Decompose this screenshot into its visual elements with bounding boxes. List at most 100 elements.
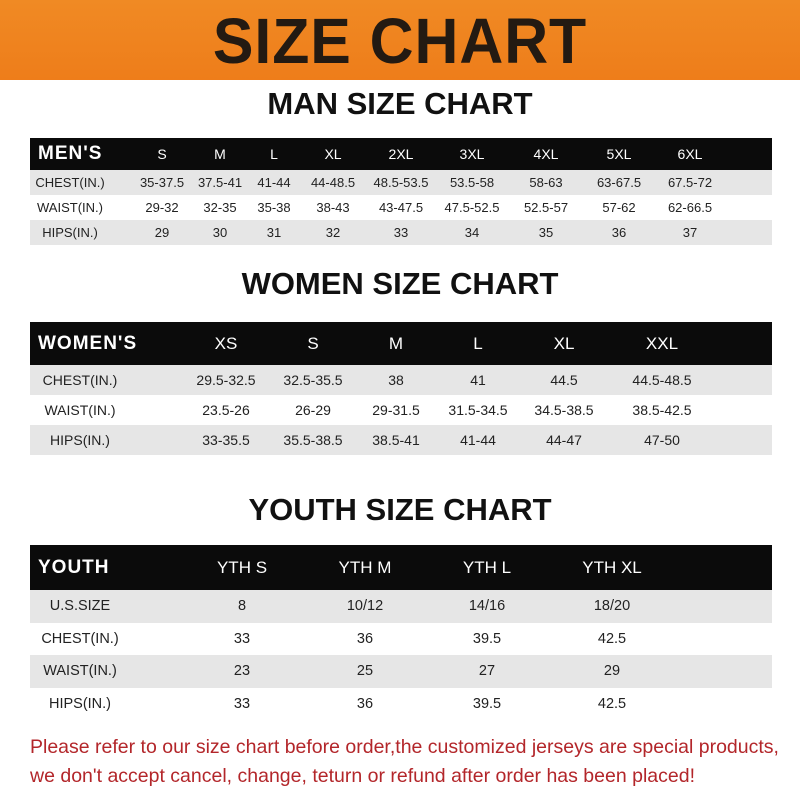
measurement-value: 29-31.5 bbox=[372, 402, 420, 418]
measurement-value: 67.5-72 bbox=[667, 175, 713, 190]
measurement-value: 44.5-48.5 bbox=[632, 372, 692, 388]
measurement-value: 29 bbox=[603, 663, 621, 680]
measurement-label: CHEST(IN.) bbox=[41, 630, 119, 647]
measurement-value: 26-29 bbox=[295, 402, 331, 418]
measurement-value: 47-50 bbox=[644, 432, 680, 448]
size-header: YTH M bbox=[338, 557, 392, 577]
measurement-value: 29-32 bbox=[145, 200, 179, 215]
order-notice: Please refer to our size chart before or… bbox=[30, 733, 790, 791]
measurement-value: 39.5 bbox=[472, 695, 502, 712]
women-size-table: WOMEN'S XS S M L XL XXL CHEST(IN.) 29.5-32.5 32.5… bbox=[30, 322, 772, 455]
men-section-title: MAN SIZE CHART bbox=[267, 86, 533, 121]
measurement-value: 43-47.5 bbox=[378, 200, 424, 215]
measurement-value: 37 bbox=[682, 225, 698, 240]
measurement-value: 42.5 bbox=[597, 630, 627, 647]
men-size-table: MEN'S S M L XL 2XL 3XL 4XL 5XL 6XL CHEST(IN.) 35-37… bbox=[30, 138, 772, 245]
notice-line-1: Please refer to our size chart before or… bbox=[30, 736, 779, 758]
measurement-value: 33 bbox=[233, 695, 251, 712]
measurement-value: 44-47 bbox=[546, 432, 582, 448]
size-header: YTH XL bbox=[582, 557, 642, 577]
measurement-label: U.S.SIZE bbox=[49, 598, 111, 615]
measurement-value: 63-67.5 bbox=[596, 175, 642, 190]
measurement-value: 44-48.5 bbox=[310, 175, 356, 190]
table-row: HIPS(IN.) 33-35.5 35.5-38.5 38.5-41 41-44 44-… bbox=[30, 425, 772, 455]
measurement-value: 30 bbox=[212, 225, 228, 240]
measurement-value: 58-63 bbox=[529, 175, 563, 190]
table-row: HIPS(IN.) 33 36 39.5 42.5 bbox=[30, 687, 772, 720]
size-header: XXL bbox=[645, 333, 679, 353]
measurement-value: 23.5-26 bbox=[202, 402, 250, 418]
size-header: XS bbox=[214, 333, 238, 353]
table-row: WAIST(IN.) 29-32 32-35 35-38 38-43 43-47.5 47.… bbox=[30, 195, 772, 220]
measurement-value: 52.5-57 bbox=[523, 200, 569, 215]
table-row: U.S.SIZE 8 10/12 14/16 18/20 bbox=[30, 590, 772, 623]
measurement-label: HIPS(IN.) bbox=[50, 432, 110, 448]
women-table-label: WOMEN'S bbox=[38, 332, 138, 354]
measurement-value: 31.5-34.5 bbox=[448, 402, 508, 418]
measurement-value: 38-43 bbox=[316, 200, 350, 215]
measurement-value: 35-37.5 bbox=[139, 175, 185, 190]
page-title: SIZE CHART bbox=[212, 5, 588, 77]
measurement-value: 18/20 bbox=[593, 598, 631, 615]
size-header: S bbox=[307, 333, 319, 353]
measurement-value: 14/16 bbox=[468, 598, 506, 615]
measurement-label: WAIST(IN.) bbox=[37, 200, 103, 215]
measurement-value: 41 bbox=[470, 372, 486, 388]
measurement-value: 10/12 bbox=[346, 598, 384, 615]
measurement-value: 35.5-38.5 bbox=[283, 432, 343, 448]
measurement-value: 23 bbox=[233, 663, 251, 680]
measurement-label: CHEST(IN.) bbox=[42, 372, 118, 388]
measurement-label: HIPS(IN.) bbox=[48, 695, 112, 712]
size-header: 2XL bbox=[388, 146, 414, 162]
size-header: XL bbox=[553, 333, 575, 353]
table-row: CHEST(IN.) 33 36 39.5 42.5 bbox=[30, 622, 772, 655]
size-header: YTH L bbox=[462, 557, 512, 577]
measurement-value: 33-35.5 bbox=[202, 432, 250, 448]
table-row: HIPS(IN.) 29 30 31 32 33 34 35 36 37 bbox=[30, 220, 772, 245]
size-header: 3XL bbox=[459, 146, 485, 162]
measurement-value: 31 bbox=[266, 225, 282, 240]
table-row: WAIST(IN.) 23.5-26 26-29 29-31.5 31.5-34.5 34… bbox=[30, 395, 772, 425]
measurement-label: HIPS(IN.) bbox=[42, 225, 98, 240]
measurement-value: 34 bbox=[464, 225, 480, 240]
title-banner: SIZE CHART bbox=[0, 0, 800, 80]
measurement-value: 48.5-53.5 bbox=[373, 175, 429, 190]
measurement-value: 35-38 bbox=[257, 200, 291, 215]
measurement-value: 36 bbox=[356, 695, 374, 712]
measurement-value: 27 bbox=[478, 663, 496, 680]
size-header: L bbox=[270, 146, 278, 162]
women-header-row: WOMEN'S XS S M L XL XXL bbox=[30, 322, 772, 365]
measurement-value: 38 bbox=[388, 372, 404, 388]
youth-header-row: YOUTH YTH S YTH M YTH L YTH XL bbox=[30, 545, 772, 590]
youth-section-title: YOUTH SIZE CHART bbox=[248, 492, 552, 527]
measurement-value: 53.5-58 bbox=[449, 175, 495, 190]
measurement-value: 36 bbox=[356, 630, 374, 647]
measurement-value: 41-44 bbox=[460, 432, 496, 448]
measurement-value: 33 bbox=[393, 225, 409, 240]
measurement-value: 32-35 bbox=[203, 200, 237, 215]
measurement-label: CHEST(IN.) bbox=[35, 175, 105, 190]
size-header: XL bbox=[324, 146, 342, 162]
men-header-row: MEN'S S M L XL 2XL 3XL 4XL 5XL 6XL bbox=[30, 138, 772, 170]
size-header: L bbox=[473, 333, 483, 353]
measurement-value: 42.5 bbox=[597, 695, 627, 712]
measurement-value: 47.5-52.5 bbox=[444, 200, 500, 215]
size-header: M bbox=[388, 333, 404, 353]
measurement-value: 34.5-38.5 bbox=[534, 402, 594, 418]
size-header: YTH S bbox=[216, 557, 268, 577]
measurement-value: 41-44 bbox=[257, 175, 291, 190]
measurement-label: WAIST(IN.) bbox=[43, 663, 117, 680]
size-header: S bbox=[157, 146, 167, 162]
measurement-value: 36 bbox=[611, 225, 627, 240]
notice-line-2: we don't accept cancel, change, teturn o… bbox=[30, 765, 695, 787]
measurement-label: WAIST(IN.) bbox=[44, 402, 116, 418]
table-row: CHEST(IN.) 29.5-32.5 32.5-35.5 38 41 44.5 44.5… bbox=[30, 365, 772, 395]
size-header: 4XL bbox=[533, 146, 559, 162]
youth-table-label: YOUTH bbox=[38, 556, 110, 578]
table-row: CHEST(IN.) 35-37.5 37.5-41 41-44 44-48.5 48.5… bbox=[30, 170, 772, 195]
measurement-value: 32.5-35.5 bbox=[283, 372, 343, 388]
women-section-title: WOMEN SIZE CHART bbox=[241, 266, 559, 301]
men-table-label: MEN'S bbox=[38, 143, 103, 164]
measurement-value: 29 bbox=[154, 225, 170, 240]
size-header: M bbox=[214, 146, 226, 162]
